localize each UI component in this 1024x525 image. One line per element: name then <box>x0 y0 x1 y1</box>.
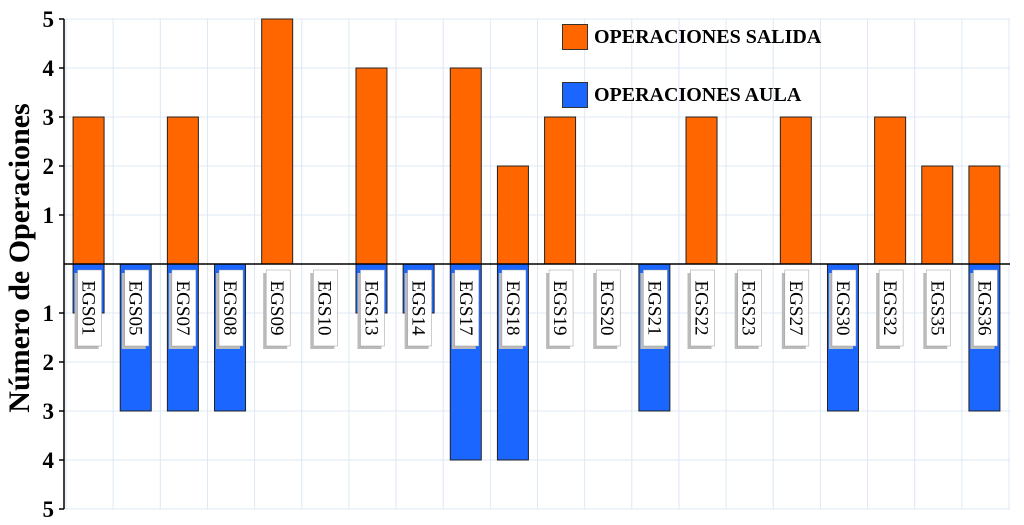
y-tick-label: 3 <box>43 105 55 130</box>
y-tick-label: 4 <box>43 448 55 473</box>
y-tick-label: 2 <box>43 154 55 179</box>
category-label-group: EGS23 <box>734 269 762 349</box>
category-label: EGS05 <box>125 281 146 336</box>
category-label: EGS30 <box>832 281 853 336</box>
bar-salida <box>685 116 718 265</box>
y-tick-label: 3 <box>43 399 55 424</box>
category-label-box <box>218 269 244 347</box>
legend-label-aula: OPERACIONES AULA <box>594 83 802 106</box>
category-label-group: EGS10 <box>310 269 338 349</box>
legend-label-salida: OPERACIONES SALIDA <box>594 25 822 48</box>
category-label: EGS32 <box>879 281 900 336</box>
legend-swatch-salida <box>562 24 588 50</box>
category-label: EGS19 <box>549 281 570 336</box>
category-label-group: EGS30 <box>828 269 857 349</box>
category-label-box <box>171 269 197 347</box>
bar-salida <box>544 116 577 265</box>
category-label: EGS35 <box>926 281 947 336</box>
category-label-box <box>831 269 857 347</box>
category-label: EGS36 <box>973 281 994 336</box>
category-label-group: EGS20 <box>593 269 621 349</box>
y-tick-label: 2 <box>43 350 55 375</box>
y-tick-label: 1 <box>43 203 55 228</box>
category-label-group: EGS19 <box>546 269 574 349</box>
category-label-box <box>77 269 102 347</box>
y-tick-label: 5 <box>43 7 55 32</box>
category-label: EGS18 <box>502 281 523 336</box>
category-label-box <box>265 269 291 347</box>
y-tick-label: 1 <box>43 301 55 326</box>
category-label-box <box>407 269 432 347</box>
category-label: EGS27 <box>785 281 806 336</box>
legend-item-salida: OPERACIONES SALIDA <box>562 22 821 52</box>
category-label-group: EGS18 <box>498 269 527 349</box>
category-label: EGS08 <box>219 281 240 336</box>
category-label: EGS21 <box>643 281 664 336</box>
category-label: EGS07 <box>172 281 193 336</box>
y-tick-label: 5 <box>43 497 55 522</box>
category-label-box <box>313 269 338 347</box>
y-axis-label: Número de Operaciones <box>3 103 36 413</box>
category-label: EGS20 <box>596 281 617 336</box>
category-labels: EGS01 EGS05 EGS07 EGS08 EGS09 EGS10 EGS13 EGS14… <box>74 269 998 349</box>
category-label-group: EGS22 <box>687 269 715 349</box>
category-label-box <box>784 269 810 347</box>
category-label-box <box>595 269 621 347</box>
category-label-group: EGS27 <box>781 269 810 349</box>
category-label-box <box>878 269 904 347</box>
category-label-group: EGS17 <box>451 269 480 349</box>
category-label-group: EGS13 <box>357 269 385 349</box>
bars <box>72 18 1001 461</box>
category-label-group: EGS08 <box>216 269 244 349</box>
bar-salida <box>874 116 907 265</box>
bar-salida <box>355 67 388 265</box>
category-label-box <box>926 269 951 347</box>
category-label: EGS13 <box>360 281 381 336</box>
y-tick-label: 4 <box>43 56 55 81</box>
category-label-group: EGS07 <box>168 269 197 349</box>
legend-item-aula: OPERACIONES AULA <box>562 80 821 110</box>
bar-salida <box>449 67 482 265</box>
bar-salida <box>166 116 199 265</box>
category-label-group: EGS32 <box>876 269 904 349</box>
bar-salida <box>496 165 529 265</box>
category-label-group: EGS14 <box>404 269 432 349</box>
category-label-box <box>501 269 527 347</box>
category-label: EGS23 <box>738 281 759 336</box>
legend-swatch-aula <box>562 82 588 108</box>
bar-salida <box>968 165 1001 265</box>
category-label-box <box>737 269 762 347</box>
category-label-box <box>454 269 480 347</box>
category-label-box <box>548 269 574 347</box>
category-label-group: EGS35 <box>923 269 951 349</box>
bar-salida <box>72 116 105 265</box>
bar-salida <box>779 116 812 265</box>
axis: 1 1 2 2 3 3 4 4 5 5 <box>43 7 1010 522</box>
bar-salida <box>921 165 954 265</box>
category-label-group: EGS36 <box>970 269 998 349</box>
category-label: EGS01 <box>78 281 99 336</box>
category-label-group: EGS09 <box>263 269 291 349</box>
category-label-box <box>360 269 385 347</box>
category-label-group: EGS21 <box>640 269 668 349</box>
category-label-group: EGS01 <box>74 269 102 349</box>
category-label: EGS14 <box>408 281 429 336</box>
category-label-box <box>124 269 149 347</box>
category-label-group: EGS05 <box>121 269 149 349</box>
bar-salida <box>261 18 294 265</box>
category-label-box <box>643 269 668 347</box>
category-label-box <box>690 269 715 347</box>
category-label: EGS17 <box>455 281 476 336</box>
category-label: EGS22 <box>691 281 712 336</box>
category-label: EGS10 <box>313 281 334 336</box>
category-label: EGS09 <box>266 281 287 336</box>
legend: OPERACIONES SALIDA OPERACIONES AULA <box>562 22 821 138</box>
category-label-box <box>973 269 998 347</box>
